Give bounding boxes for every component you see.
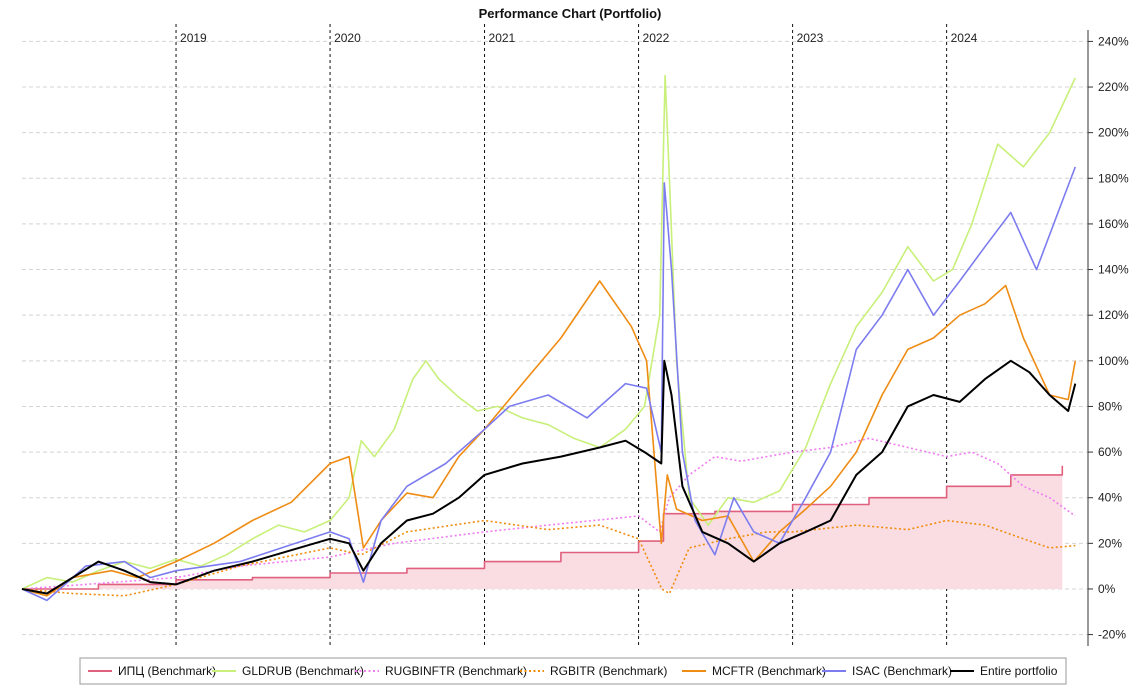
legend-label: RUGBINFTR (Benchmark) [385,664,527,678]
y-tick-label: 120% [1098,308,1129,322]
series-line-1 [21,74,1077,590]
y-tick-label: 140% [1098,263,1129,277]
y-tick-label: 20% [1098,536,1122,550]
y-tick-label: 80% [1098,399,1122,413]
y-tick-label: 40% [1098,491,1122,505]
series-line-0 [22,465,1064,590]
legend-label: GLDRUB (Benchmark) [242,664,364,678]
cpi-fill-area [22,465,1063,589]
legend-box [79,657,1067,685]
y-tick-label: 200% [1098,126,1129,140]
y-tick-label: 240% [1098,34,1129,48]
x-tick-label: 2019 [180,31,207,45]
legend-label: ИПЦ (Benchmark) [118,664,216,678]
y-tick-label: 60% [1098,445,1122,459]
legend-label: MCFTR (Benchmark) [712,664,826,678]
series-line-6 [21,359,1077,595]
x-tick-label: 2022 [643,31,670,45]
series-line-3 [21,519,1076,597]
chart-title: Performance Chart (Portfolio) [479,6,662,21]
x-tick-label: 2020 [334,31,361,45]
legend-label: Entire portfolio [980,664,1058,678]
y-tick-label: 220% [1098,80,1129,94]
y-tick-label: -20% [1098,628,1126,642]
x-tick-label: 2024 [951,31,978,45]
legend: ИПЦ (Benchmark) GLDRUB (Benchmark) RUGBINF… [79,657,1067,685]
y-tick-label: 160% [1098,217,1129,231]
x-tick-label: 2023 [797,31,824,45]
legend-label: ISAC (Benchmark) [852,664,952,678]
series-fill-0 [22,465,1063,589]
y-tick-label: 0% [1098,582,1116,596]
y-tick-label: 180% [1098,171,1129,185]
series-line-4 [21,280,1077,597]
series-line-5 [21,166,1077,602]
series-lines [21,74,1077,602]
x-tick-label: 2021 [489,31,516,45]
y-tick-label: 100% [1098,354,1129,368]
y-axis: -20% 0% 20% 40% 60% 80% 100% 120% 140% 160% 180% 20… [1087,30,1129,646]
legend-label: RGBITR (Benchmark) [550,664,667,678]
